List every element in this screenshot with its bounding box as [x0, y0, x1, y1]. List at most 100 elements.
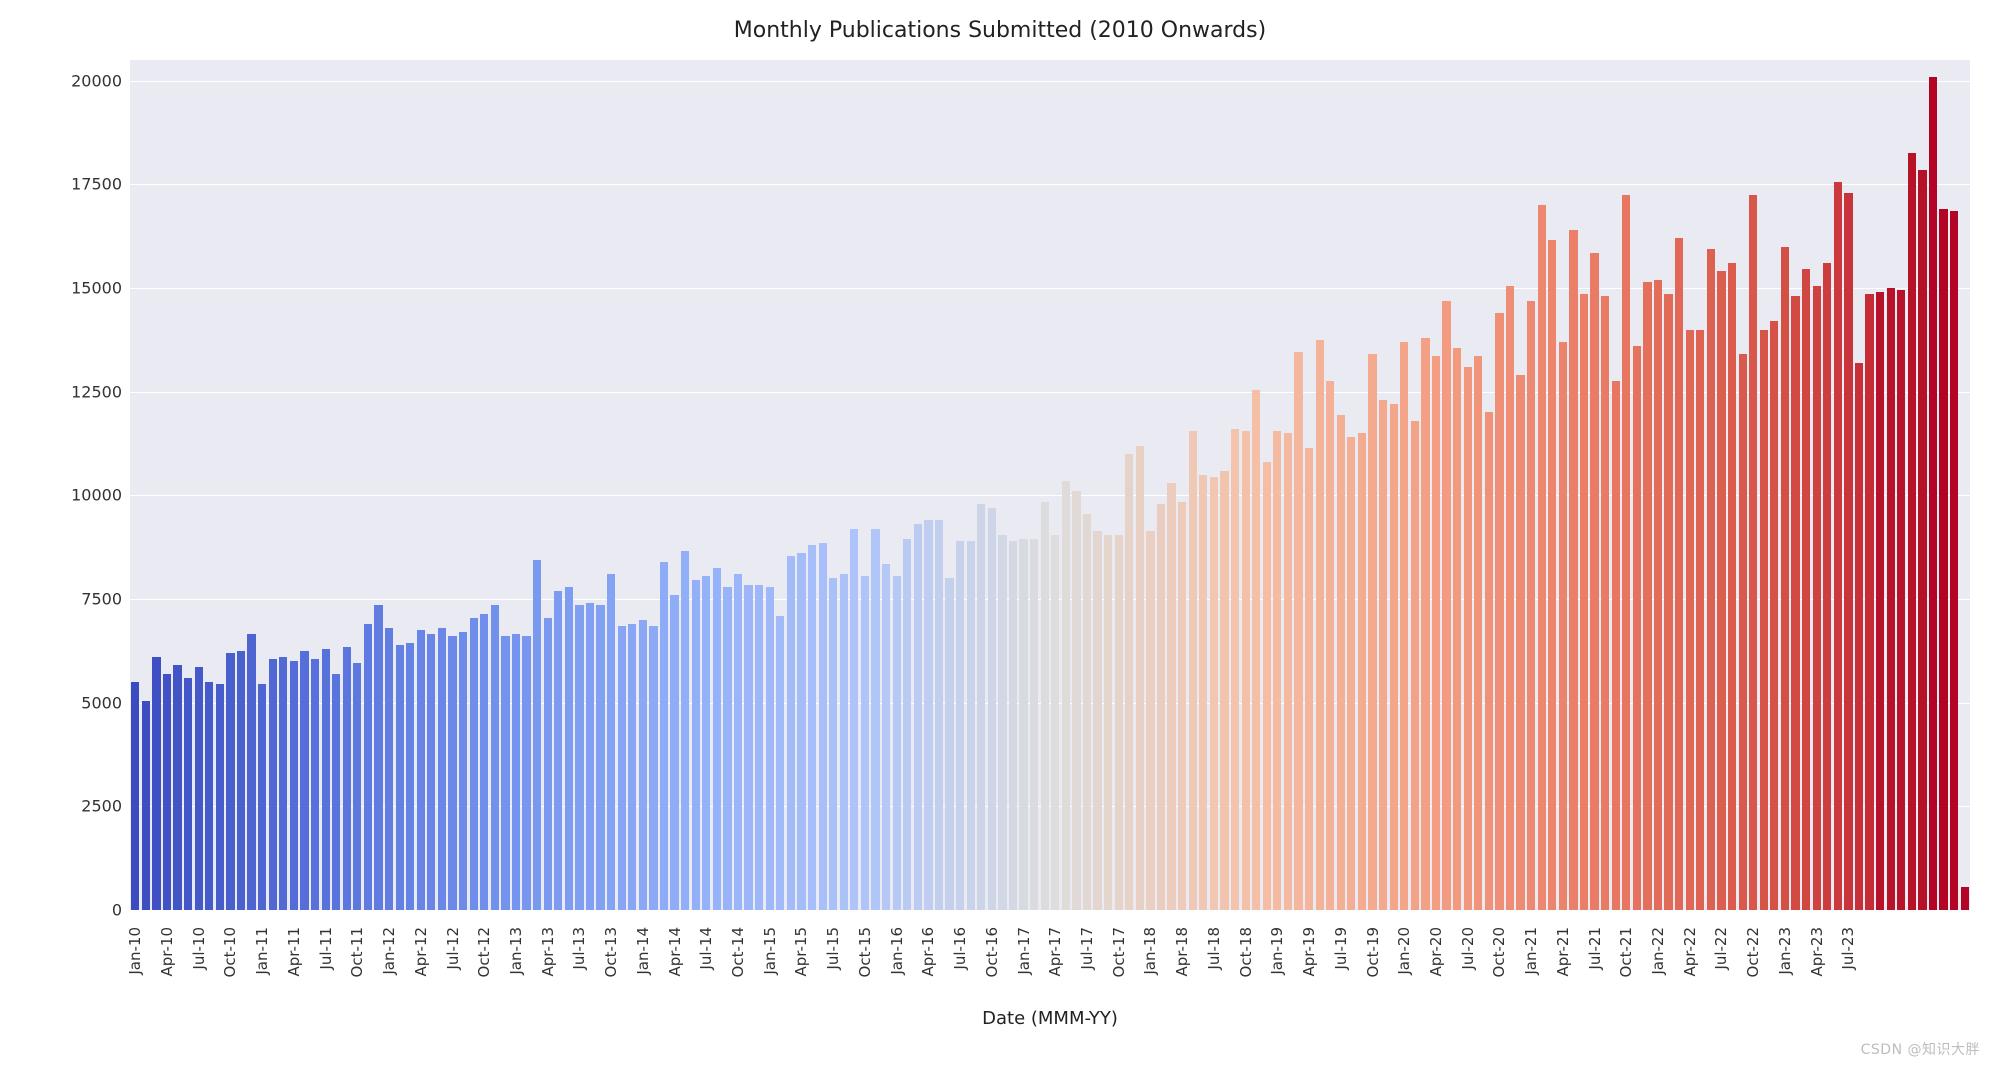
bar — [1760, 330, 1768, 910]
bar — [1707, 249, 1715, 910]
bar — [639, 620, 647, 910]
bar — [998, 535, 1006, 910]
x-tick-label: Apr-16 — [919, 927, 937, 1007]
bar — [755, 585, 763, 910]
x-tick-label: Jul-22 — [1712, 927, 1730, 1007]
bar — [396, 645, 404, 910]
bar — [596, 605, 604, 910]
bar — [216, 684, 224, 910]
bar — [374, 605, 382, 910]
bar — [1199, 475, 1207, 910]
y-tick-label: 15000 — [62, 279, 122, 298]
bar — [459, 632, 467, 910]
x-tick-label: Jul-14 — [697, 927, 715, 1007]
bar — [1051, 535, 1059, 910]
bar — [533, 560, 541, 910]
bar — [1548, 240, 1556, 910]
x-tick-label: Oct-17 — [1110, 927, 1128, 1007]
bar — [1464, 367, 1472, 910]
bar — [554, 591, 562, 910]
bar — [607, 574, 615, 910]
bar — [628, 624, 636, 910]
bar — [575, 605, 583, 910]
bar — [1009, 541, 1017, 910]
x-tick-label: Jan-23 — [1776, 927, 1794, 1007]
bar — [1495, 313, 1503, 910]
bar — [1157, 504, 1165, 910]
bar — [152, 657, 160, 910]
bar — [226, 653, 234, 910]
x-tick-label: Jan-18 — [1141, 927, 1159, 1007]
bar — [163, 674, 171, 910]
bar — [956, 541, 964, 910]
x-tick-label: Oct-16 — [983, 927, 1001, 1007]
x-tick-label: Oct-19 — [1364, 927, 1382, 1007]
bar — [173, 665, 181, 910]
y-tick-label: 12500 — [62, 382, 122, 401]
bar — [1220, 471, 1228, 911]
bar — [1263, 462, 1271, 910]
y-tick-label: 17500 — [62, 175, 122, 194]
x-tick-label: Apr-22 — [1681, 927, 1699, 1007]
bar — [427, 634, 435, 910]
bar — [618, 626, 626, 910]
bar — [829, 578, 837, 910]
bar — [1072, 491, 1080, 910]
bar — [1136, 446, 1144, 910]
x-tick-label: Oct-14 — [729, 927, 747, 1007]
bar — [1908, 153, 1916, 910]
bar — [882, 564, 890, 910]
bar — [1802, 269, 1810, 910]
bar — [871, 529, 879, 910]
x-tick-label: Jul-10 — [190, 927, 208, 1007]
x-tick-label: Apr-11 — [285, 927, 303, 1007]
bar — [1368, 354, 1376, 910]
bar — [522, 636, 530, 910]
bar — [1347, 437, 1355, 910]
y-tick-label: 0 — [62, 901, 122, 920]
bar — [501, 636, 509, 910]
bar — [1559, 342, 1567, 910]
bar — [988, 508, 996, 910]
bar — [343, 647, 351, 910]
x-tick-label: Jul-13 — [570, 927, 588, 1007]
bar — [1865, 294, 1873, 910]
bar — [448, 636, 456, 910]
bar — [1316, 340, 1324, 910]
bar — [1813, 286, 1821, 910]
x-tick-label: Oct-11 — [348, 927, 366, 1007]
bar — [914, 524, 922, 910]
bar — [1210, 477, 1218, 910]
bar — [269, 659, 277, 910]
x-tick-label: Jul-15 — [824, 927, 842, 1007]
bar — [1876, 292, 1884, 910]
bar — [861, 576, 869, 910]
bar — [649, 626, 657, 910]
bar — [787, 556, 795, 911]
bar — [1516, 375, 1524, 910]
bar — [1897, 290, 1905, 910]
y-tick-label: 2500 — [62, 797, 122, 816]
x-tick-label: Jan-20 — [1395, 927, 1413, 1007]
bar — [1717, 271, 1725, 910]
x-tick-label: Jan-17 — [1015, 927, 1033, 1007]
bar — [205, 682, 213, 910]
bar — [480, 614, 488, 910]
bar — [1590, 253, 1598, 910]
bar — [1115, 535, 1123, 910]
bar — [1612, 381, 1620, 910]
bar — [491, 605, 499, 910]
x-tick-label: Oct-20 — [1490, 927, 1508, 1007]
y-tick-label: 7500 — [62, 590, 122, 609]
bar — [819, 543, 827, 910]
chart-title: Monthly Publications Submitted (2010 Onw… — [0, 18, 2000, 43]
x-tick-label: Jul-12 — [444, 927, 462, 1007]
bar — [840, 574, 848, 910]
bar — [1432, 356, 1440, 910]
bar — [903, 539, 911, 910]
bar — [893, 576, 901, 910]
x-tick-label: Jan-12 — [380, 927, 398, 1007]
bar — [1167, 483, 1175, 910]
bar — [1390, 404, 1398, 910]
x-tick-label: Apr-18 — [1173, 927, 1191, 1007]
